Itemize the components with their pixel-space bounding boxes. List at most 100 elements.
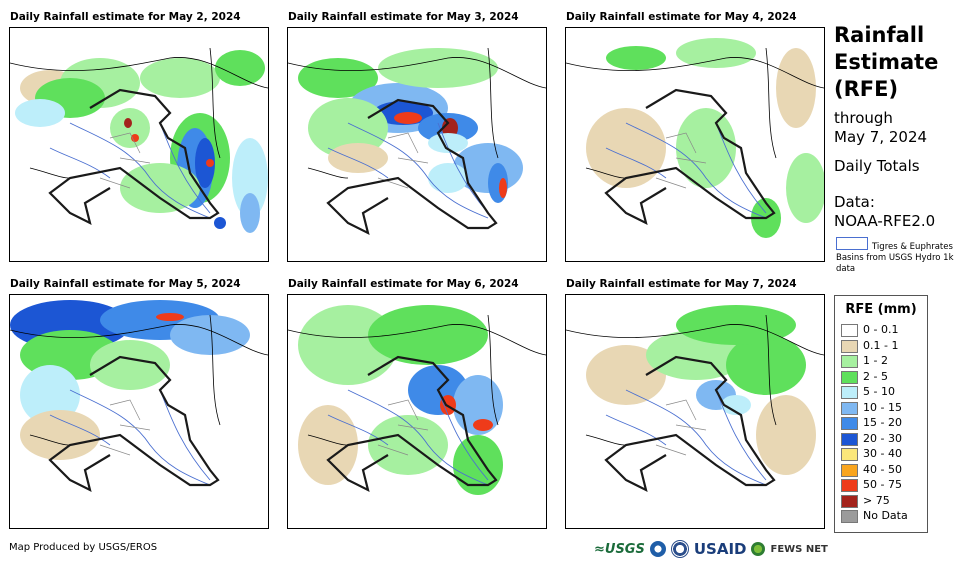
iraq-border [604,355,776,493]
legend-row: 0.1 - 1 [835,338,927,354]
rainfall-area [170,315,250,355]
rainfall-area [206,159,214,167]
province-boundary [655,132,707,189]
legend-row: 15 - 20 [835,415,927,431]
rainfall-area [215,50,265,86]
legend-label: 0 - 0.1 [863,323,899,336]
country-border [585,47,777,179]
agency-logos: ≈USGS USAID FEWS NET [594,538,828,560]
legend-label: 15 - 20 [863,416,902,429]
rainfall-area [606,46,666,70]
rainfall-area [756,395,816,475]
country-border [307,314,499,446]
rainfall-area [453,375,503,435]
legend-row: 1 - 2 [835,353,927,369]
rainfall-area [232,138,268,218]
legend-row: 5 - 10 [835,384,927,400]
panel-title: Daily Rainfall estimate for May 5, 2024 [10,278,241,290]
rainfall-area [20,365,80,425]
map-svg [10,47,268,233]
legend-row: 0 - 0.1 [835,322,927,338]
rainfall-area [110,108,150,148]
legend-label: 20 - 30 [863,431,902,445]
legend-row: 20 - 30 [835,431,927,447]
fews-net-logo: FEWS NET [770,543,828,555]
rainfall-area [378,48,498,88]
legend-swatch [841,479,858,492]
country-border [10,324,268,356]
rainfall-area [586,345,666,405]
usgs-logo: ≈USGS [594,541,645,557]
rainfall-area [131,134,139,142]
rainfall-area [368,415,448,475]
data-source: NOAA-RFE2.0 [834,212,936,230]
rainfall-area [473,419,493,431]
country-border [288,324,546,356]
legend-swatch [841,463,858,477]
legend-swatch [841,401,858,415]
panel-may-7: Daily Rainfall estimate for May 7, 2024 [565,277,827,529]
rainfall-area [298,405,358,485]
rainfall-area [90,340,170,390]
rainfall-area [676,38,756,68]
legend-swatch [841,494,858,508]
rainfall-area [240,193,260,233]
rainfall-area [428,133,468,153]
rainfall-area [726,335,806,395]
iraq-border [326,98,498,236]
map-svg [566,305,824,493]
through-label: through [834,109,893,127]
country-border [585,314,777,446]
panel-title: Daily Rainfall estimate for May 4, 2024 [566,11,797,23]
rainfall-area [721,395,751,415]
country-border [10,57,268,89]
rainfall-area [15,99,65,127]
panel-title: Daily Rainfall estimate for May 3, 2024 [288,11,519,23]
iraq-border [48,88,220,226]
legend-swatch [841,339,858,353]
map-svg [566,38,824,238]
legend-row: 50 - 75 [835,477,927,493]
legend-row: No Data [835,508,927,524]
rainfall-area [20,410,100,460]
province-boundary [99,399,151,456]
panel-may-3: Daily Rainfall estimate for May 3, 2024 [287,10,549,262]
province-boundary [377,399,429,456]
legend-label: 50 - 75 [863,478,902,491]
panel-may-5: Daily Rainfall estimate for May 5, 2024 [9,277,271,529]
rfe-legend-title: RFE (mm) [845,302,917,317]
data-label: Data: [834,193,875,211]
legend-row: 40 - 50 [835,462,927,478]
province-boundary [377,132,429,189]
country-border [307,47,499,179]
iraq-border [604,88,776,226]
rainfall-area [124,118,132,128]
rainfall-area [328,143,388,173]
rainfall-area [586,108,666,188]
noaa-logo-icon [649,541,666,557]
rainfall-area [428,163,468,193]
country-border [29,47,221,179]
rainfall-area [442,118,458,138]
iraq-border [48,355,220,493]
legend-label: 1 - 2 [863,354,888,367]
legend-label: 40 - 50 [863,462,902,476]
legend-row: 2 - 5 [835,369,927,385]
rainfall-area [120,163,200,213]
rainfall-area [676,108,736,188]
totals-label: Daily Totals [834,157,920,175]
country-border [566,324,824,356]
panel-title: Daily Rainfall estimate for May 6, 2024 [288,278,519,290]
legend-label: 10 - 15 [863,400,902,414]
rainfall-area [308,98,388,158]
iraq-border [326,355,498,493]
basin-legend-text: Tigres & Euphrates Basins from USGS Hydr… [836,242,954,274]
country-border [288,57,546,89]
rainfall-map [287,294,547,529]
legend-row: 30 - 40 [835,446,927,462]
usaid-logo: USAID [693,540,747,558]
rainfall-area [214,217,226,229]
legend-row: 10 - 15 [835,400,927,416]
rainfall-area [156,313,184,321]
main-title: Rainfall Estimate (RFE) [834,22,938,103]
